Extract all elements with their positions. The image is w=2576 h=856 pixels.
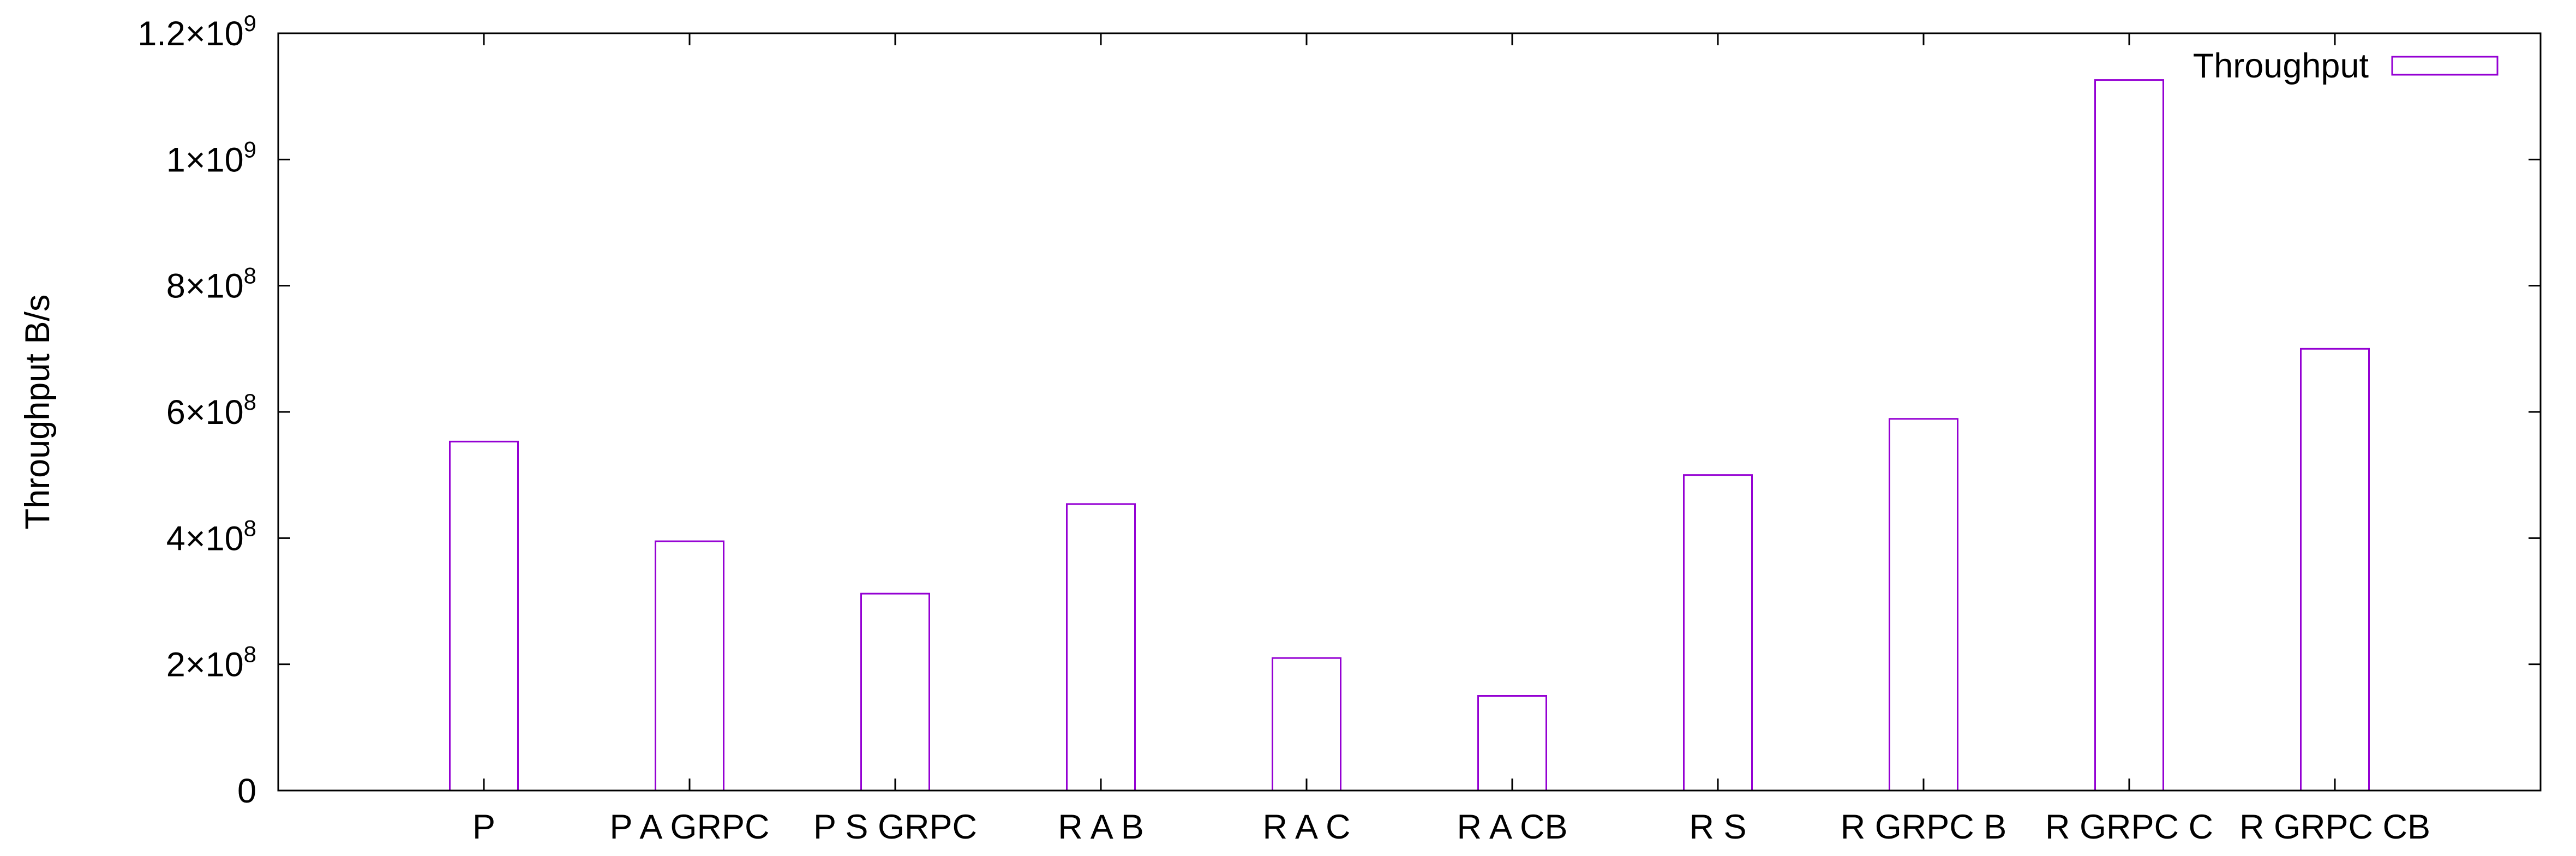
x-tick-labels: P P A GRPC P S GRPC R A B R A C R A CB R S R GR… — [472, 808, 2430, 846]
x-tick-label: P A GRPC — [610, 808, 770, 846]
bar-p — [449, 440, 519, 792]
legend-swatch-throughput — [2391, 56, 2499, 76]
y-tick-label: 0 — [237, 772, 256, 810]
y-tick-label: 2×108 — [166, 642, 256, 684]
bar-r-s — [1683, 474, 1753, 792]
tick-marks — [278, 32, 2541, 792]
bar-r-grpc-cb — [2300, 348, 2370, 792]
bar-r-a-c — [1272, 657, 1341, 792]
y-axis-title: Throughput B/s — [19, 295, 57, 530]
x-tick-label: R GRPC C — [2045, 808, 2213, 846]
x-tick-label: P — [472, 808, 495, 846]
legend: Throughput — [2193, 47, 2499, 85]
x-tick-label: R A C — [1262, 808, 1350, 846]
bar-r-a-b — [1066, 503, 1136, 792]
bars — [449, 79, 2370, 792]
y-tick-label: 8×108 — [166, 263, 256, 306]
y-tick-label: 6×108 — [166, 389, 256, 432]
bar-p-a-grpc — [655, 540, 724, 792]
legend-label-throughput: Throughput — [2193, 47, 2369, 85]
plot-frame — [277, 32, 2542, 792]
bar-r-grpc-b — [1889, 418, 1958, 792]
y-tick-labels: 0 2×108 4×108 6×108 8×108 1×109 1.2×109 — [137, 10, 256, 810]
x-tick-label: R A CB — [1457, 808, 1567, 846]
bar-p-s-grpc — [860, 592, 930, 792]
bar-r-grpc-c — [2094, 79, 2164, 792]
y-tick-label: 4×108 — [166, 515, 256, 558]
x-tick-label: R GRPC B — [1841, 808, 2007, 846]
y-tick-label: 1×109 — [166, 136, 256, 179]
x-tick-label: R A B — [1058, 808, 1144, 846]
y-tick-label: 1.2×109 — [137, 10, 256, 53]
x-tick-label: R S — [1689, 808, 1746, 846]
x-tick-label: R GRPC CB — [2239, 808, 2430, 846]
bar-r-a-cb — [1477, 695, 1547, 792]
x-tick-label: P S GRPC — [813, 808, 977, 846]
